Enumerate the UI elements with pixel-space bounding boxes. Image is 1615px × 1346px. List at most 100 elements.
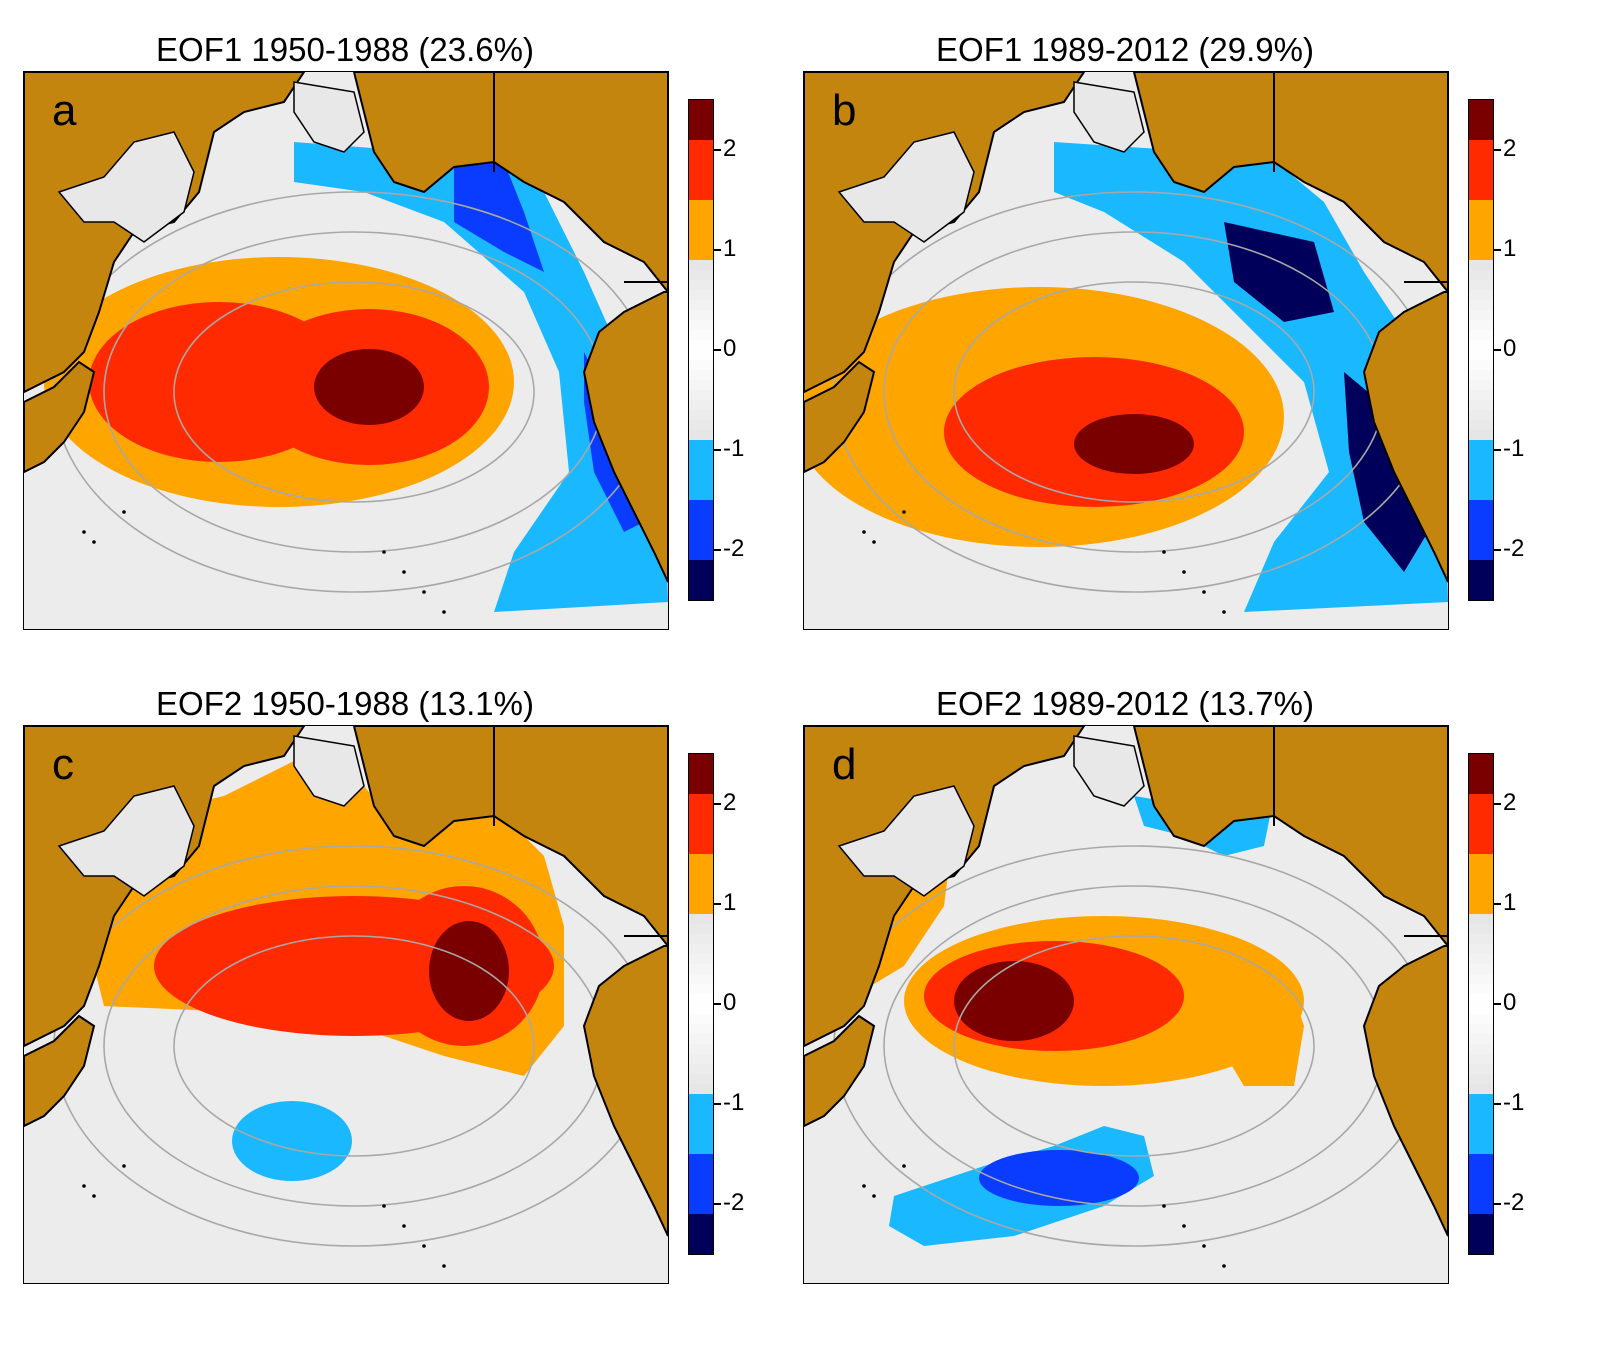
negative-anomaly-region-0 [1054, 142, 1448, 612]
colorbar-step [689, 754, 713, 765]
colorbar-step [1469, 994, 1493, 1005]
positive-anomaly-region-4 [1204, 956, 1304, 1086]
colorbar-step [1469, 410, 1493, 421]
land-mass-3 [1362, 291, 1448, 583]
colorbar-tick-mark [713, 549, 721, 551]
colorbar-tick-label: -1 [1503, 1089, 1525, 1116]
colorbar-step [1469, 984, 1493, 995]
colorbar-step [1469, 1094, 1493, 1105]
colorbar-step [1469, 490, 1493, 501]
colorbar-tick-label: -1 [723, 1089, 745, 1116]
panel-letter: c [52, 740, 74, 789]
map-svg [24, 72, 668, 629]
island-1 [872, 540, 876, 544]
colorbar-step [1469, 160, 1493, 171]
colorbar-step [1469, 894, 1493, 905]
colorbar-step [1469, 210, 1493, 221]
colorbar-step [1469, 1154, 1493, 1165]
colorbar-step [1469, 924, 1493, 935]
colorbar-step [689, 1034, 713, 1045]
colorbar-step [689, 1154, 713, 1165]
island-1 [92, 540, 96, 544]
colorbar-step [689, 1144, 713, 1155]
land-mass-2 [1132, 726, 1448, 948]
colorbar-step [1469, 1194, 1493, 1205]
colorbar-step [1469, 1054, 1493, 1065]
colorbar-tick-label: 1 [1503, 889, 1517, 916]
colorbar-step [689, 824, 713, 835]
ice-region-1 [1073, 735, 1145, 807]
colorbar-step [1469, 290, 1493, 301]
colorbar-tick-mark [1493, 249, 1501, 251]
colorbar-step [689, 1114, 713, 1125]
colorbar-step [689, 170, 713, 181]
colorbar [1468, 99, 1494, 601]
colorbar-tick-label: 0 [723, 335, 737, 362]
colorbar-step [1469, 814, 1493, 825]
colorbar-step [1469, 120, 1493, 131]
colorbar-step [1469, 1234, 1493, 1245]
negative-anomaly-region-2 [1344, 372, 1434, 572]
colorbar-step [1469, 784, 1493, 795]
colorbar-step [689, 834, 713, 845]
colorbar-tick-mark [713, 349, 721, 351]
island-2 [402, 570, 406, 574]
colorbar-step [689, 1064, 713, 1075]
island-4 [1222, 610, 1226, 614]
colorbar-step [689, 894, 713, 905]
contour-line-2 [173, 935, 535, 1157]
colorbar-step [1469, 500, 1493, 511]
colorbar-step [1469, 1224, 1493, 1235]
colorbar-step [1469, 220, 1493, 231]
colorbar-step [1469, 520, 1493, 531]
colorbar-step [1469, 974, 1493, 985]
colorbar-step [689, 480, 713, 491]
ice-region-0 [837, 785, 975, 897]
positive-anomaly-region-4 [204, 364, 254, 400]
colorbar-step [1469, 280, 1493, 291]
colorbar-step [1469, 1084, 1493, 1095]
colorbar-tick-mark [713, 149, 721, 151]
map-frame: a [23, 71, 669, 630]
map-frame: d [803, 725, 1449, 1284]
colorbar-step [1469, 1044, 1493, 1055]
island-6 [122, 1164, 126, 1168]
ice-region-0 [837, 131, 975, 243]
colorbar-step [689, 110, 713, 121]
colorbar-step [1469, 1024, 1493, 1035]
colorbar-step [1469, 320, 1493, 331]
map-frame: b [803, 71, 1449, 630]
colorbar-step [1469, 1214, 1493, 1225]
colorbar-step [1469, 420, 1493, 431]
colorbar-step [1469, 1064, 1493, 1075]
colorbar-step [689, 1074, 713, 1085]
colorbar-step [1469, 844, 1493, 855]
colorbar-step [1469, 560, 1493, 571]
colorbar-svg [1469, 754, 1493, 1255]
colorbar-step [689, 1014, 713, 1025]
colorbar-step [1469, 150, 1493, 161]
positive-anomaly-region-3 [954, 961, 1074, 1041]
colorbar-step [689, 420, 713, 431]
land-mass-1 [804, 360, 876, 474]
colorbar-tick-mark [1493, 803, 1501, 805]
colorbar-step [1469, 200, 1493, 211]
colorbar-tick-mark [1493, 549, 1501, 551]
colorbar-svg [689, 754, 713, 1255]
colorbar-svg [689, 100, 713, 601]
negative-anomaly-region-1 [266, 1130, 306, 1158]
colorbar-step [1469, 300, 1493, 311]
island-6 [122, 510, 126, 514]
colorbar-tick-label: 0 [1503, 989, 1517, 1016]
colorbar-step [689, 1134, 713, 1145]
land-mass-2 [1132, 72, 1448, 294]
colorbar-step [689, 934, 713, 945]
eof-panel-d: EOF2 1989-2012 (13.7%) d 2 1 0 -1 -2 [803, 685, 1563, 1345]
negative-anomaly-region-0 [294, 142, 668, 612]
land-mass-1 [24, 1014, 96, 1128]
island-4 [1222, 1264, 1226, 1268]
colorbar-step [689, 1054, 713, 1065]
colorbar-step [689, 1204, 713, 1215]
colorbar-tick-mark [1493, 449, 1501, 451]
